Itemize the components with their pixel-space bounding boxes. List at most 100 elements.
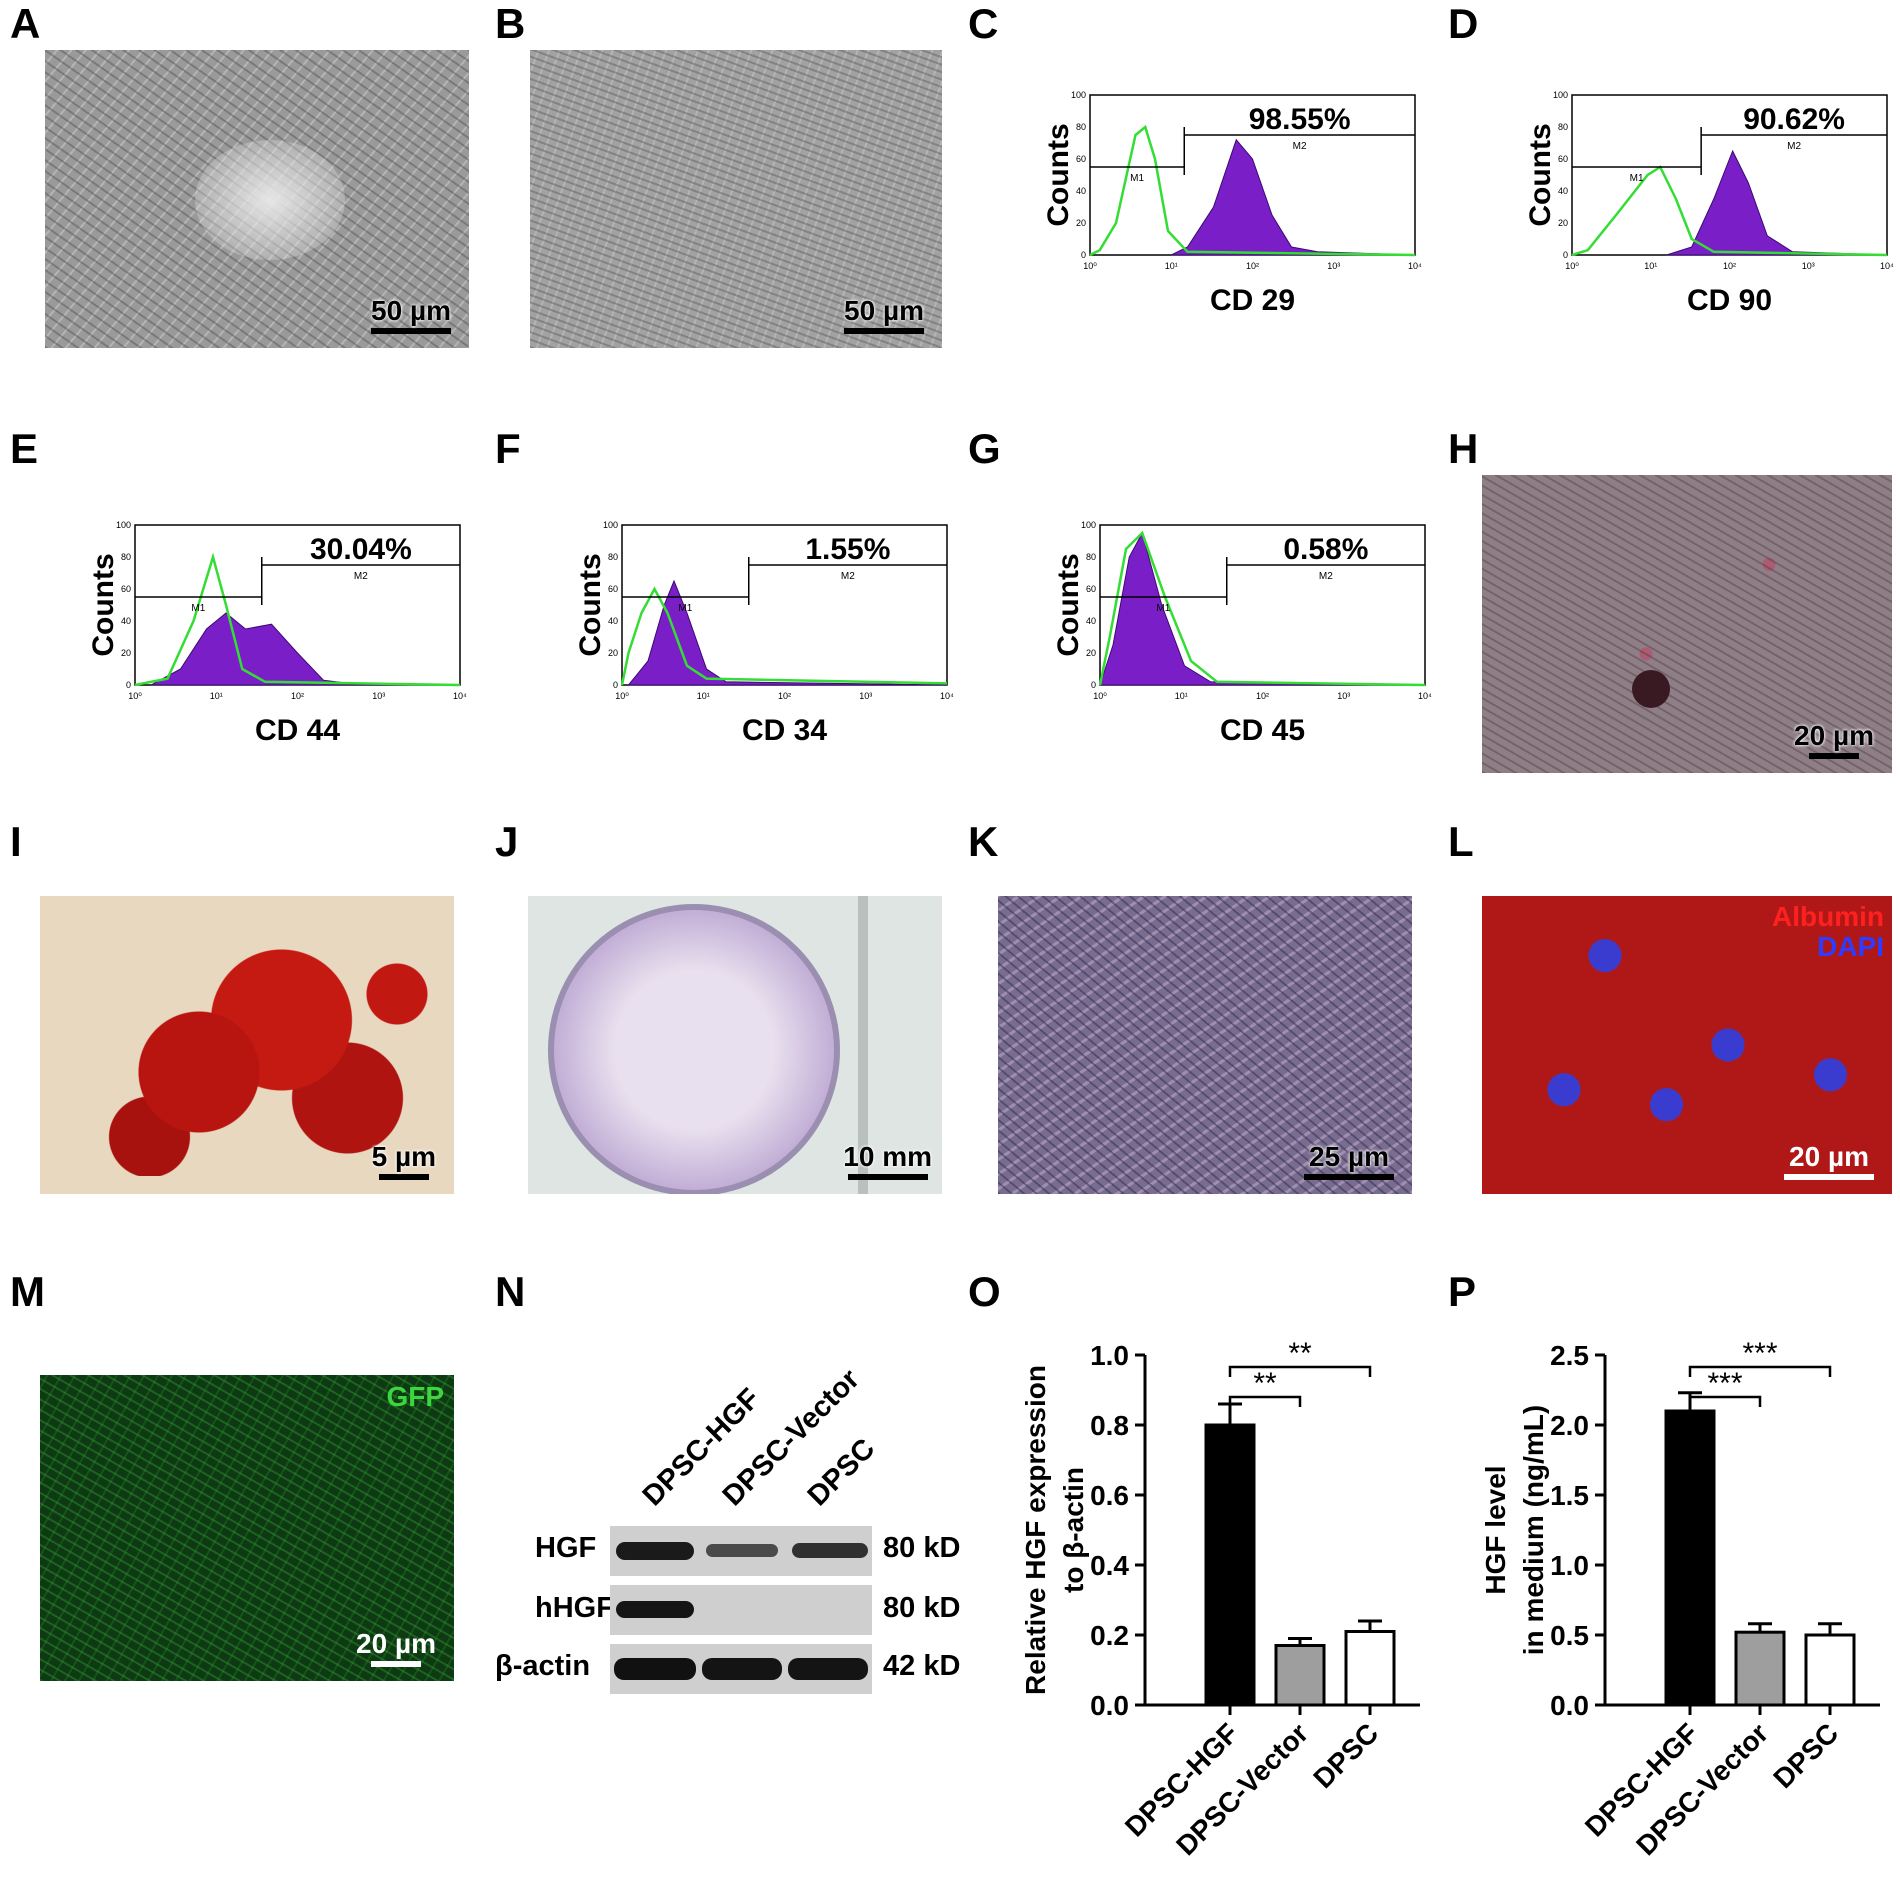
x-tick-label: 10¹ xyxy=(1175,691,1188,701)
y-axis-label: to β-actin xyxy=(1058,1467,1089,1593)
red-lipid-clusters xyxy=(100,916,430,1176)
x-tick-label: 10¹ xyxy=(1165,261,1178,271)
x-tick-label: 10³ xyxy=(859,691,872,701)
y-tick-label: 0 xyxy=(1081,250,1086,260)
scale-bar-i: 5 µm xyxy=(372,1142,436,1180)
y-tick-label: 0.4 xyxy=(1090,1550,1129,1581)
gate-m1-label: M1 xyxy=(1630,173,1644,184)
y-tick-label: 60 xyxy=(608,584,618,594)
y-tick-label: 1.0 xyxy=(1090,1340,1129,1371)
panel-letter-g: G xyxy=(968,425,1001,472)
panel-letter-j: J xyxy=(495,818,519,865)
panel-letter-b: B xyxy=(495,0,526,47)
y-tick-label: 20 xyxy=(608,648,618,658)
flow-histogram-f: M1 M2 1.55% 0 20 40 60 80 100 10⁰ 10¹ 10² 10³ 10⁴ Coun… xyxy=(532,490,954,770)
y-tick-label: 40 xyxy=(121,616,131,626)
x-tick-label: 10⁴ xyxy=(453,691,467,701)
y-tick-label: 0 xyxy=(1563,250,1568,260)
positive-percent: 90.62% xyxy=(1743,103,1845,136)
x-tick-label: 10⁰ xyxy=(1083,261,1097,271)
x-tick-label: 10² xyxy=(291,691,304,701)
band xyxy=(792,1543,868,1558)
x-tick-label: 10⁰ xyxy=(615,691,629,701)
bar-chart-o: 0.0 0.2 0.4 0.6 0.8 1.0 Relative HGF expressio… xyxy=(1020,1337,1420,1861)
band xyxy=(706,1544,778,1557)
y-tick-label: 1.5 xyxy=(1550,1480,1589,1511)
x-tick-label: 10⁴ xyxy=(940,691,954,701)
y-tick-label: 40 xyxy=(1076,186,1086,196)
y-tick-label: 0.6 xyxy=(1090,1480,1129,1511)
x-tick-label: 10³ xyxy=(1802,261,1815,271)
y-tick-label: 1.0 xyxy=(1550,1550,1589,1581)
y-tick-label: 0.0 xyxy=(1550,1690,1589,1721)
y-tick-label: 100 xyxy=(116,520,131,530)
scale-bar-h: 20 µm xyxy=(1794,721,1874,759)
positive-percent: 98.55% xyxy=(1249,103,1351,136)
purple-histogram xyxy=(627,579,948,686)
x-tick-label: 10⁴ xyxy=(1880,261,1894,271)
y-tick-label: 0.2 xyxy=(1090,1620,1129,1651)
scale-bar-k: 25 µm xyxy=(1304,1142,1394,1180)
gate-m1-label: M1 xyxy=(678,603,692,614)
gate-m2-label: M2 xyxy=(354,571,368,582)
positive-percent: 1.55% xyxy=(805,533,890,566)
y-tick-label: 60 xyxy=(1558,154,1568,164)
panel-letter-i: I xyxy=(10,818,22,865)
gate-m2-label: M2 xyxy=(1787,141,1801,152)
western-blot-n: DPSC-HGF DPSC-Vector DPSC HGF hHGF β-act… xyxy=(495,1330,995,1730)
x-tick-label: 10⁴ xyxy=(1418,691,1432,701)
y-tick-label: 0 xyxy=(1091,680,1096,690)
green-histogram xyxy=(1089,124,1416,257)
row-label-hgf: HGF xyxy=(535,1532,597,1564)
size-label-beta-actin: 42 kD xyxy=(883,1650,961,1682)
scale-bar-l: 20 µm xyxy=(1784,1142,1874,1180)
x-tick-label: 10³ xyxy=(1337,691,1350,701)
flow-histogram-d: M1 M2 90.62% 0 20 40 60 80 100 10⁰ 10¹ 10² 10³ 10⁴ Cou… xyxy=(1482,60,1894,340)
green-histogram xyxy=(620,586,948,686)
colony xyxy=(195,140,345,260)
significance-bracket xyxy=(1688,1365,1832,1377)
scale-bar-a: 50 µm xyxy=(371,296,451,334)
y-axis-label: Relative HGF expression xyxy=(1020,1365,1051,1695)
x-tick-label: 10¹ xyxy=(697,691,710,701)
y-tick-label: 60 xyxy=(1086,584,1096,594)
x-tick-label: 10⁰ xyxy=(128,691,142,701)
y-axis-label: HGF level xyxy=(1480,1465,1511,1594)
x-tick-label: 10² xyxy=(1246,261,1259,271)
green-histogram xyxy=(134,552,461,687)
blot-strip-hgf xyxy=(610,1526,872,1576)
x-tick-label: 10³ xyxy=(372,691,385,701)
dark-nodule xyxy=(1632,670,1670,708)
band xyxy=(614,1658,696,1680)
micrograph-h: 20 µm xyxy=(1482,475,1892,773)
significance-bracket xyxy=(1228,1395,1302,1407)
y-tick-label: 20 xyxy=(1086,648,1096,658)
y-tick-label: 0.8 xyxy=(1090,1410,1129,1441)
significance-bracket xyxy=(1228,1365,1372,1377)
panel-letter-a: A xyxy=(10,0,41,47)
green-histogram xyxy=(1098,530,1426,687)
lane-label-dpsc: DPSC xyxy=(801,1432,882,1513)
y-tick-label: 80 xyxy=(608,552,618,562)
band xyxy=(616,1601,694,1618)
flow-histogram-g: M1 M2 0.58% 0 20 40 60 80 100 10⁰ 10¹ 10² 10³ 10⁴ Coun… xyxy=(1010,490,1432,770)
scale-bar-b: 50 µm xyxy=(844,296,924,334)
y-tick-label: 60 xyxy=(1076,154,1086,164)
panel-letter-c: C xyxy=(968,0,999,47)
y-tick-label: 100 xyxy=(1553,90,1568,100)
y-tick-label: 0 xyxy=(126,680,131,690)
gate-m1-label: M1 xyxy=(1156,603,1170,614)
panel-letter-m: M xyxy=(10,1268,45,1315)
bar-dpsc-vector xyxy=(1274,1644,1326,1707)
bar-dpsc xyxy=(1344,1630,1396,1707)
y-tick-label: 2.5 xyxy=(1550,1340,1589,1371)
flow-plot: M1 M2 90.62% 0 20 40 60 80 100 10⁰ 10¹ 10² 10³ 10⁴ Cou… xyxy=(1524,90,1894,317)
gfp-label: GFP xyxy=(386,1381,444,1412)
x-tick-label: 10⁰ xyxy=(1565,261,1579,271)
panel-letter-o: O xyxy=(968,1268,1001,1315)
x-tick-label: 10³ xyxy=(1327,261,1340,271)
y-tick-label: 40 xyxy=(1086,616,1096,626)
blot-strip-beta-actin xyxy=(610,1644,872,1694)
y-tick-label: 0 xyxy=(613,680,618,690)
x-tick-label: 10² xyxy=(778,691,791,701)
